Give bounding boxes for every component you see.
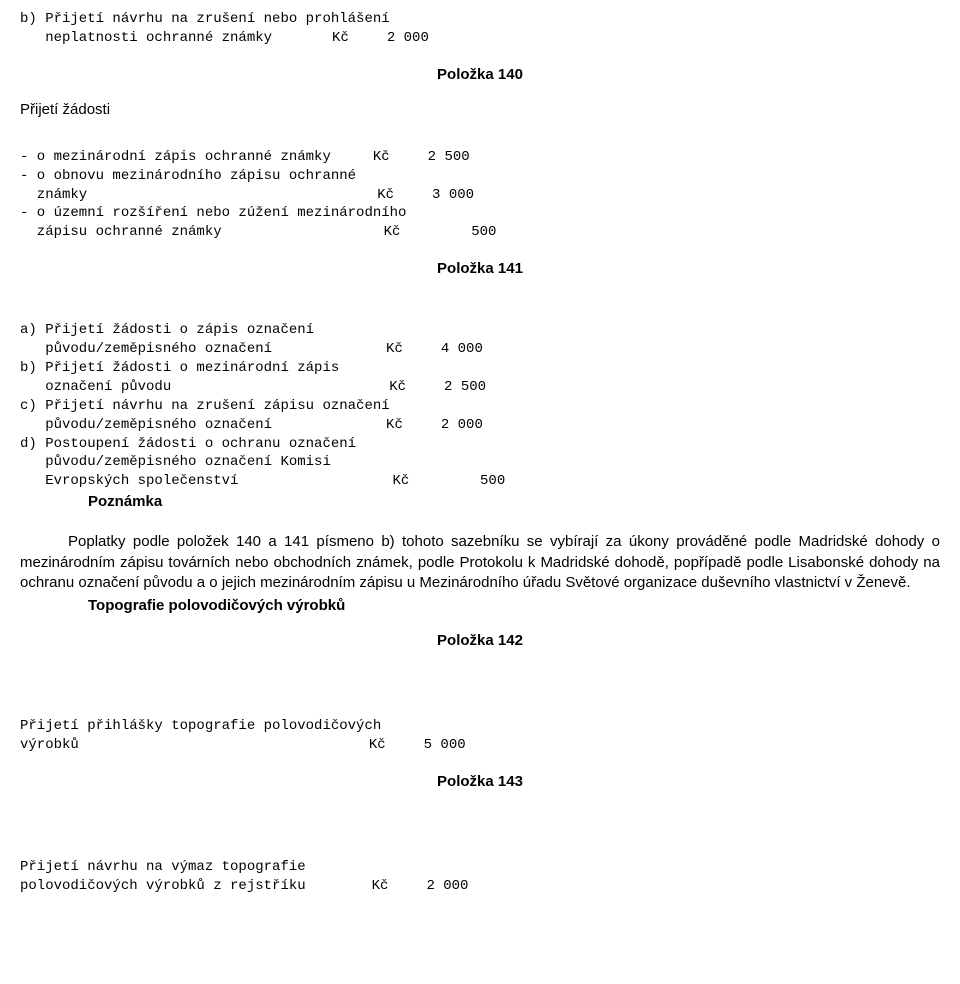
- currency: Kč: [272, 29, 349, 48]
- label: Přijetí přihlášky topografie polovodičov…: [20, 717, 381, 736]
- label: b) Přijetí návrhu na zrušení nebo prohlá…: [20, 10, 390, 29]
- currency: Kč: [222, 223, 401, 242]
- item-142-line1: Přijetí přihlášky topografie polovodičov…: [20, 717, 940, 736]
- label: známky: [20, 186, 87, 205]
- item-142-line2: výrobků Kč 5 000: [20, 736, 940, 755]
- currency: Kč: [87, 186, 394, 205]
- label: - o územní rozšíření nebo zúžení mezinár…: [20, 204, 406, 223]
- item-139b-line1: b) Přijetí návrhu na zrušení nebo prohlá…: [20, 10, 940, 29]
- currency: Kč: [306, 877, 389, 896]
- item-141c-line1: c) Přijetí návrhu na zrušení zápisu ozna…: [20, 397, 940, 416]
- amount: 2 000: [403, 416, 483, 435]
- amount: 2 500: [390, 148, 470, 167]
- label: b) Přijetí žádosti o mezinárodní zápis: [20, 359, 339, 378]
- item-143-line1: Přijetí návrhu na výmaz topografie: [20, 858, 940, 877]
- item-141b-line2: označení původu Kč 2 500: [20, 378, 940, 397]
- label: polovodičových výrobků z rejstříku: [20, 877, 306, 896]
- spacer: [20, 667, 940, 717]
- heading-142: Položka 142: [20, 632, 940, 649]
- note-paragraph: Poplatky podle položek 140 a 141 písmeno…: [20, 532, 940, 593]
- item-140b-line1: - o obnovu mezinárodního zápisu ochranné: [20, 167, 940, 186]
- label: výrobků: [20, 736, 79, 755]
- spacer: [20, 808, 940, 858]
- item-141b-line1: b) Přijetí žádosti o mezinárodní zápis: [20, 359, 940, 378]
- item-140b-line2: známky Kč 3 000: [20, 186, 940, 205]
- page: b) Přijetí návrhu na zrušení nebo prohlá…: [0, 0, 960, 916]
- label: - o obnovu mezinárodního zápisu ochranné: [20, 167, 356, 186]
- label: původu/zeměpisného označení: [20, 416, 272, 435]
- item-140c-line2: zápisu ochranné známky Kč 500: [20, 223, 940, 242]
- amount: 3 000: [394, 186, 474, 205]
- item-141c-line2: původu/zeměpisného označení Kč 2 000: [20, 416, 940, 435]
- topo-heading: Topografie polovodičových výrobků: [88, 597, 940, 614]
- currency: Kč: [238, 472, 409, 491]
- amount: 2 000: [349, 29, 429, 48]
- amount: 4 000: [403, 340, 483, 359]
- item-141d-line1: d) Postoupení žádosti o ochranu označení: [20, 435, 940, 454]
- label: zápisu ochranné známky: [20, 223, 222, 242]
- note-label: Poznámka: [88, 493, 940, 510]
- item-140c-line1: - o územní rozšíření nebo zúžení mezinár…: [20, 204, 940, 223]
- currency: Kč: [331, 148, 390, 167]
- item-143-line2: polovodičových výrobků z rejstříku Kč 2 …: [20, 877, 940, 896]
- item-141d-line3: Evropských společenství Kč 500: [20, 472, 940, 491]
- label: označení původu: [20, 378, 171, 397]
- note-text: Poplatky podle položek 140 a 141 písmeno…: [20, 532, 940, 593]
- label: původu/zeměpisného označení: [20, 340, 272, 359]
- currency: Kč: [272, 416, 403, 435]
- spacer: [20, 295, 940, 321]
- label: d) Postoupení žádosti o ochranu označení: [20, 435, 356, 454]
- item-141d-line2: původu/zeměpisného označení Komisi: [20, 453, 940, 472]
- label: - o mezinárodní zápis ochranné známky: [20, 148, 331, 167]
- currency: Kč: [79, 736, 386, 755]
- amount: 5 000: [386, 736, 466, 755]
- heading-141: Položka 141: [20, 260, 940, 277]
- amount: 500: [400, 223, 496, 242]
- label: původu/zeměpisného označení Komisi: [20, 453, 331, 472]
- label: c) Přijetí návrhu na zrušení zápisu ozna…: [20, 397, 390, 416]
- item-139b-line2: neplatnosti ochranné známky Kč 2 000: [20, 29, 940, 48]
- label: Evropských společenství: [20, 472, 238, 491]
- amount: 500: [409, 472, 505, 491]
- subheading-140: Přijetí žádosti: [20, 101, 940, 118]
- label: Přijetí návrhu na výmaz topografie: [20, 858, 306, 877]
- heading-143: Položka 143: [20, 773, 940, 790]
- currency: Kč: [272, 340, 403, 359]
- item-141a-line2: původu/zeměpisného označení Kč 4 000: [20, 340, 940, 359]
- amount: 2 500: [406, 378, 486, 397]
- label: a) Přijetí žádosti o zápis označení: [20, 321, 314, 340]
- amount: 2 000: [388, 877, 468, 896]
- heading-140: Položka 140: [20, 66, 940, 83]
- item-140a: - o mezinárodní zápis ochranné známky Kč…: [20, 148, 940, 167]
- label: neplatnosti ochranné známky: [20, 29, 272, 48]
- item-141a-line1: a) Přijetí žádosti o zápis označení: [20, 321, 940, 340]
- currency: Kč: [171, 378, 406, 397]
